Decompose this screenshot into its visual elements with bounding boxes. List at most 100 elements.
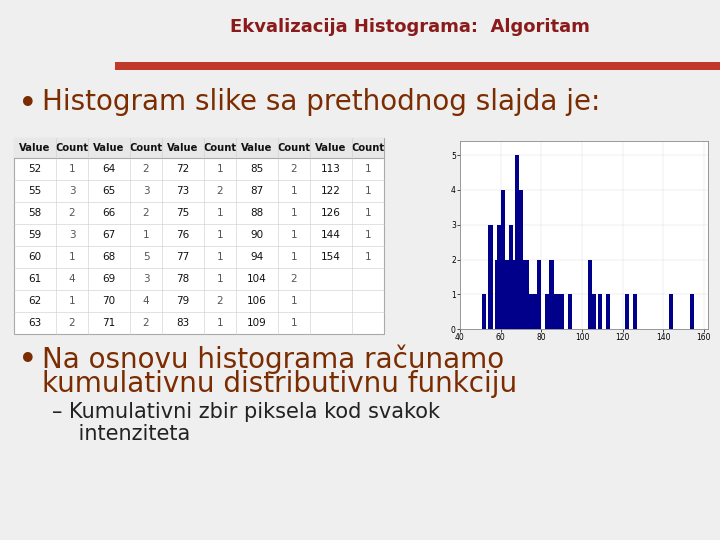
Text: intenziteta: intenziteta <box>52 424 190 444</box>
Text: 66: 66 <box>102 208 116 218</box>
Text: 72: 72 <box>176 164 189 174</box>
Bar <box>497 225 500 329</box>
Text: 79: 79 <box>176 296 189 306</box>
Text: Count: Count <box>204 143 237 153</box>
Text: Histogram slike sa prethodnog slajda je:: Histogram slike sa prethodnog slajda je: <box>42 88 600 116</box>
Text: 2: 2 <box>291 274 297 284</box>
Text: Ekvalizacija Histograma:  Algoritam: Ekvalizacija Histograma: Algoritam <box>230 18 590 36</box>
Text: 76: 76 <box>176 230 189 240</box>
Text: 4: 4 <box>143 296 149 306</box>
Text: 64: 64 <box>102 164 116 174</box>
Bar <box>545 294 549 329</box>
Text: 144: 144 <box>321 230 341 240</box>
Text: 1: 1 <box>291 208 297 218</box>
Text: Na osnovu histograma računamo: Na osnovu histograma računamo <box>42 344 504 374</box>
Text: 3: 3 <box>68 186 76 196</box>
Text: 126: 126 <box>321 208 341 218</box>
Text: 1: 1 <box>291 318 297 328</box>
Text: 2: 2 <box>143 164 149 174</box>
Text: 78: 78 <box>176 274 189 284</box>
Text: 67: 67 <box>102 230 116 240</box>
Bar <box>503 294 507 329</box>
Text: 1: 1 <box>217 318 223 328</box>
Text: 73: 73 <box>176 186 189 196</box>
Text: 2: 2 <box>217 296 223 306</box>
Text: 62: 62 <box>28 296 42 306</box>
Text: 3: 3 <box>68 230 76 240</box>
Text: 1: 1 <box>291 252 297 262</box>
Text: 4: 4 <box>68 274 76 284</box>
Text: 70: 70 <box>102 296 116 306</box>
Bar <box>529 294 534 329</box>
Text: 113: 113 <box>321 164 341 174</box>
Bar <box>633 294 637 329</box>
Bar <box>14 138 384 334</box>
Text: 1: 1 <box>365 164 372 174</box>
Text: 94: 94 <box>251 252 264 262</box>
Text: Value: Value <box>315 143 347 153</box>
Text: 2: 2 <box>143 208 149 218</box>
Bar <box>598 294 603 329</box>
Text: 85: 85 <box>251 164 264 174</box>
Text: 90: 90 <box>251 230 264 240</box>
Bar <box>531 294 535 329</box>
Bar <box>509 225 513 329</box>
Text: •: • <box>18 344 37 377</box>
Text: 1: 1 <box>68 296 76 306</box>
Bar <box>534 294 537 329</box>
Text: 77: 77 <box>176 252 189 262</box>
Text: kumulativnu distributivnu funkciju: kumulativnu distributivnu funkciju <box>42 370 517 398</box>
Bar <box>505 260 509 329</box>
Text: 61: 61 <box>28 274 42 284</box>
Text: 88: 88 <box>251 208 264 218</box>
Text: 1: 1 <box>68 164 76 174</box>
Text: 1: 1 <box>291 186 297 196</box>
Bar <box>588 260 592 329</box>
Text: 1: 1 <box>143 230 149 240</box>
Bar <box>525 260 529 329</box>
Text: 1: 1 <box>365 208 372 218</box>
Bar <box>500 190 505 329</box>
Bar <box>515 155 519 329</box>
Bar <box>517 225 521 329</box>
Text: 122: 122 <box>321 186 341 196</box>
Bar <box>690 294 694 329</box>
Text: 60: 60 <box>28 252 42 262</box>
Text: 106: 106 <box>247 296 267 306</box>
Text: Value: Value <box>167 143 199 153</box>
Text: 1: 1 <box>365 186 372 196</box>
Text: 2: 2 <box>217 186 223 196</box>
Text: 65: 65 <box>102 186 116 196</box>
Text: 75: 75 <box>176 208 189 218</box>
Text: 154: 154 <box>321 252 341 262</box>
Text: 1: 1 <box>217 164 223 174</box>
Text: 69: 69 <box>102 274 116 284</box>
Text: 2: 2 <box>291 164 297 174</box>
Text: 2: 2 <box>68 208 76 218</box>
Text: 87: 87 <box>251 186 264 196</box>
Text: Value: Value <box>94 143 125 153</box>
Text: 68: 68 <box>102 252 116 262</box>
Text: 1: 1 <box>291 230 297 240</box>
Text: 52: 52 <box>28 164 42 174</box>
Bar <box>519 190 523 329</box>
Bar <box>513 294 517 329</box>
Bar <box>115 62 720 70</box>
Bar <box>482 294 487 329</box>
Text: 63: 63 <box>28 318 42 328</box>
Bar <box>523 294 527 329</box>
Text: 83: 83 <box>176 318 189 328</box>
Bar <box>556 294 559 329</box>
Bar <box>559 294 564 329</box>
Bar <box>670 294 673 329</box>
Bar <box>488 225 492 329</box>
Bar <box>521 260 525 329</box>
Bar <box>549 260 554 329</box>
Text: Count: Count <box>130 143 163 153</box>
Text: Count: Count <box>277 143 310 153</box>
Text: 1: 1 <box>217 230 223 240</box>
Text: 58: 58 <box>28 208 42 218</box>
Text: 1: 1 <box>217 208 223 218</box>
Bar <box>510 260 515 329</box>
Text: Count: Count <box>351 143 384 153</box>
